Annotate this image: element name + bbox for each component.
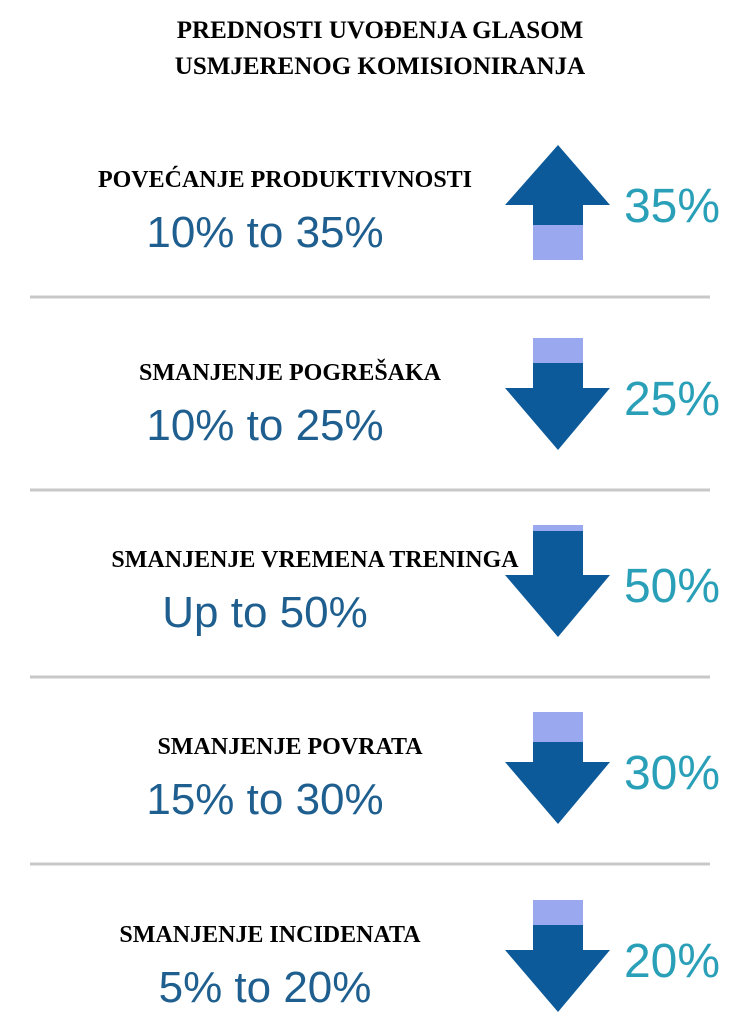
item-range: 10% to 25% (146, 401, 383, 450)
arrow-light (533, 712, 583, 742)
item-value: 30% (624, 747, 720, 800)
item-label: SMANJENJE VREMENA TRENINGA (111, 547, 519, 573)
arrow-head (505, 950, 610, 1012)
item-label: SMANJENJE INCIDENATA (119, 922, 421, 948)
item-value: 35% (624, 180, 720, 233)
arrow-shaft (533, 531, 583, 580)
arrow-light (533, 525, 583, 531)
item-range: 15% to 30% (146, 775, 383, 824)
item-label: SMANJENJE POGREŠAKA (139, 359, 442, 386)
title-line: PREDNOSTI UVOĐENJA GLASOM (177, 17, 584, 44)
arrow-light (533, 225, 583, 260)
item-value: 20% (624, 935, 720, 988)
item-label: SMANJENJE POVRATA (157, 734, 423, 760)
arrow-light (533, 338, 583, 363)
arrow-head (505, 388, 610, 450)
arrow-head (505, 145, 610, 205)
item-value: 25% (624, 373, 720, 426)
item-label: POVEĆANJE PRODUKTIVNOSTI (98, 166, 472, 193)
item-range: 10% to 35% (146, 208, 383, 257)
arrow-head (505, 762, 610, 824)
item-range: Up to 50% (162, 588, 367, 637)
arrow-light (533, 900, 583, 925)
item-value: 50% (624, 560, 720, 613)
title-line: USMJERENOG KOMISIONIRANJA (175, 53, 585, 80)
arrow-head (505, 575, 610, 637)
item-range: 5% to 20% (159, 963, 372, 1012)
